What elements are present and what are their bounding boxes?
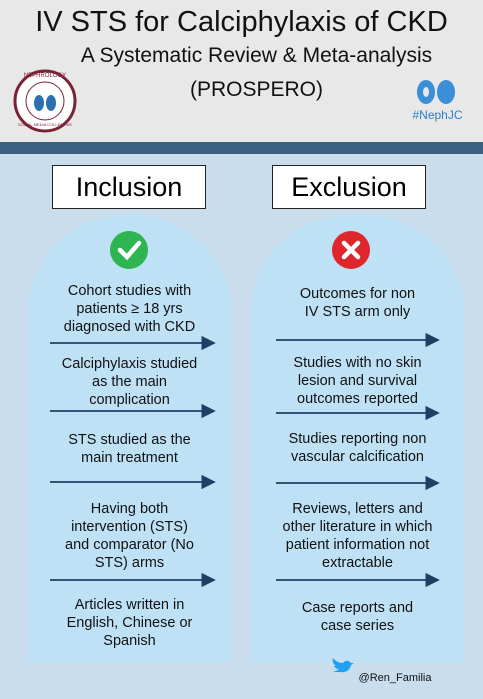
criterion-line: extractable	[322, 555, 393, 571]
criterion-line: vascular calcification	[291, 449, 424, 465]
criterion-line: Case reports and	[301, 600, 414, 616]
nephjc-logo	[417, 80, 455, 104]
subtitle: A Systematic Review & Meta-analysis	[80, 44, 433, 67]
criterion-line: as the main	[92, 374, 167, 390]
criterion-line: outcomes reported	[297, 391, 418, 407]
criterion-line: Studies reporting non	[288, 431, 427, 447]
criterion-line: Spanish	[103, 633, 156, 649]
criterion-line: IV STS arm only	[304, 304, 411, 320]
exclusion-heading: Exclusion	[272, 165, 426, 209]
criterion-line: intervention (STS)	[71, 519, 188, 535]
criterion-line: Cohort studies with	[67, 283, 192, 299]
criterion-line: case series	[320, 618, 395, 634]
criterion-line: STS studied as the	[68, 432, 191, 448]
criterion-line: lesion and survival	[297, 373, 418, 389]
criterion-line: main treatment	[81, 450, 178, 466]
criterion-line: Studies with no skin	[293, 355, 422, 371]
criterion-line: complication	[89, 392, 170, 408]
logo-tagline: SOCIAL MEDIA COLLECTIVE	[17, 122, 73, 127]
divider-bar	[0, 142, 483, 154]
criterion-line: Calciphylaxis studied	[61, 356, 198, 372]
criterion-line: Outcomes for non	[299, 286, 416, 302]
criterion-line: English, Chinese or	[66, 615, 193, 631]
exclusion-panel	[250, 215, 465, 662]
criterion-line: patient information not	[285, 537, 430, 553]
criterion-line: patients ≥ 18 yrs	[76, 301, 183, 317]
twitter-handle: @Ren_Familia	[358, 672, 432, 684]
cross-icon	[332, 231, 370, 269]
header	[0, 0, 483, 142]
criterion-line: Articles written in	[74, 597, 185, 613]
criterion-line: Reviews, letters and	[292, 501, 423, 517]
criterion-line: diagnosed with CKD	[63, 319, 196, 335]
note: (PROSPERO)	[189, 78, 323, 101]
check-icon	[110, 231, 148, 269]
logo-name: NEPHROLOGY	[23, 73, 67, 79]
inclusion-heading: Inclusion	[52, 165, 206, 209]
criterion-line: and comparator (No	[65, 537, 194, 553]
hashtag: #NephJC	[412, 108, 463, 122]
logo	[13, 69, 77, 133]
criterion-line: other literature in which	[282, 519, 433, 535]
inclusion-panel	[27, 215, 232, 662]
criterion-line: Having both	[90, 501, 169, 517]
criterion-line: STS) arms	[94, 555, 165, 571]
title: IV STS for Calciphylaxis of CKD	[35, 6, 448, 38]
